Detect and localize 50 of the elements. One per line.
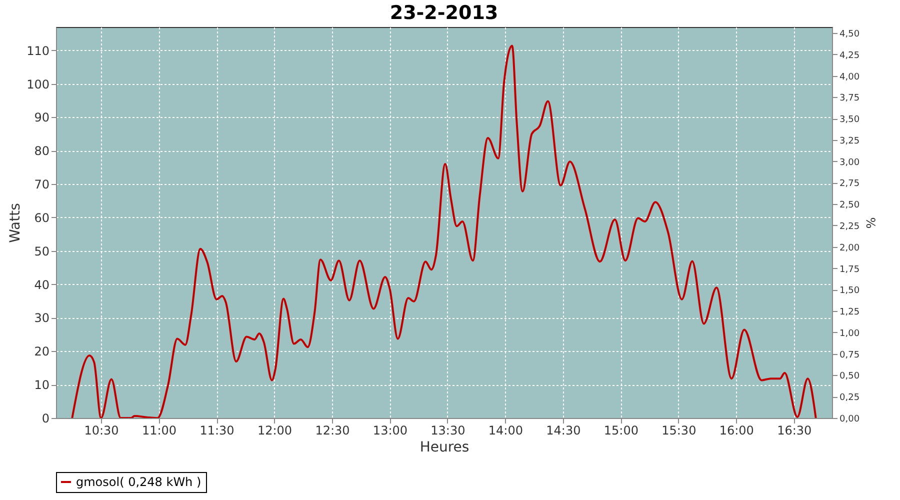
y2-tick-label: 3,25 bbox=[840, 136, 860, 146]
y2-tick-label: 4,00 bbox=[840, 72, 860, 82]
y2-tick-label: 2,75 bbox=[840, 179, 860, 190]
legend-label: gmosol( 0,248 kWh ) bbox=[76, 475, 202, 489]
y2-tick-label: 2,25 bbox=[840, 222, 860, 232]
x-tick-label: 15:30 bbox=[662, 424, 696, 438]
x-tick-label: 13:00 bbox=[372, 424, 408, 438]
x-tick-label: 16:30 bbox=[777, 424, 812, 438]
y-tick-label: 0 bbox=[42, 412, 50, 426]
x-tick-label: 10:30 bbox=[84, 424, 119, 438]
y2-tick-label: 3,00 bbox=[840, 158, 860, 168]
line-series bbox=[71, 44, 817, 418]
y-axis-title: Watts bbox=[8, 203, 24, 243]
y2-tick-label: 4,50 bbox=[840, 29, 860, 40]
x-tick-label: 12:30 bbox=[315, 424, 350, 438]
y2-tick-label: 0,50 bbox=[840, 372, 860, 382]
y2-tick-label: 3,50 bbox=[840, 115, 860, 126]
y2-tick-label: 0,25 bbox=[840, 393, 860, 404]
y-tick-label: 50 bbox=[34, 244, 50, 258]
x-axis-title: Heures bbox=[420, 440, 470, 456]
y2-tick-label: 4,25 bbox=[840, 50, 860, 61]
y-tick-label: 90 bbox=[34, 110, 50, 125]
y-tick-label: 40 bbox=[34, 278, 50, 292]
x-tick-label: 15:00 bbox=[604, 424, 638, 438]
x-tick-label: 12:00 bbox=[257, 424, 292, 438]
y2-tick-label: 3,75 bbox=[840, 94, 860, 104]
chart-title: 23-2-2013 bbox=[390, 2, 498, 24]
y-tick-label: 80 bbox=[34, 144, 50, 158]
y2-tick-label: 0,75 bbox=[840, 350, 860, 360]
y-tick-label: 110 bbox=[26, 44, 50, 58]
x-tick-label: 11:30 bbox=[200, 424, 234, 438]
y-tick-label: 60 bbox=[34, 210, 50, 225]
x-tick-label: 11:00 bbox=[142, 424, 177, 438]
y-tick-label: 70 bbox=[34, 178, 50, 192]
y-tick-label: 30 bbox=[34, 311, 50, 326]
y2-tick-label: 1,75 bbox=[840, 264, 860, 275]
x-tick-label: 14:00 bbox=[488, 424, 523, 438]
y2-axis-title: % bbox=[864, 217, 878, 229]
y-tick-label: 100 bbox=[26, 77, 50, 92]
x-tick-label: 13:30 bbox=[430, 424, 466, 438]
y2-tick-label: 2,00 bbox=[840, 243, 860, 254]
x-tick-label: 16:00 bbox=[719, 424, 754, 438]
y2-tick-label: 1,25 bbox=[840, 308, 860, 318]
y-tick-label: 20 bbox=[34, 344, 50, 359]
y2-tick-label: 2,50 bbox=[840, 200, 860, 211]
y2-tick-label: 0,00 bbox=[840, 414, 860, 424]
y-tick-label: 10 bbox=[34, 378, 50, 392]
y2-tick-label: 1,00 bbox=[840, 328, 860, 339]
y2-tick-label: 1,50 bbox=[840, 286, 860, 296]
x-tick-label: 14:30 bbox=[546, 424, 581, 438]
